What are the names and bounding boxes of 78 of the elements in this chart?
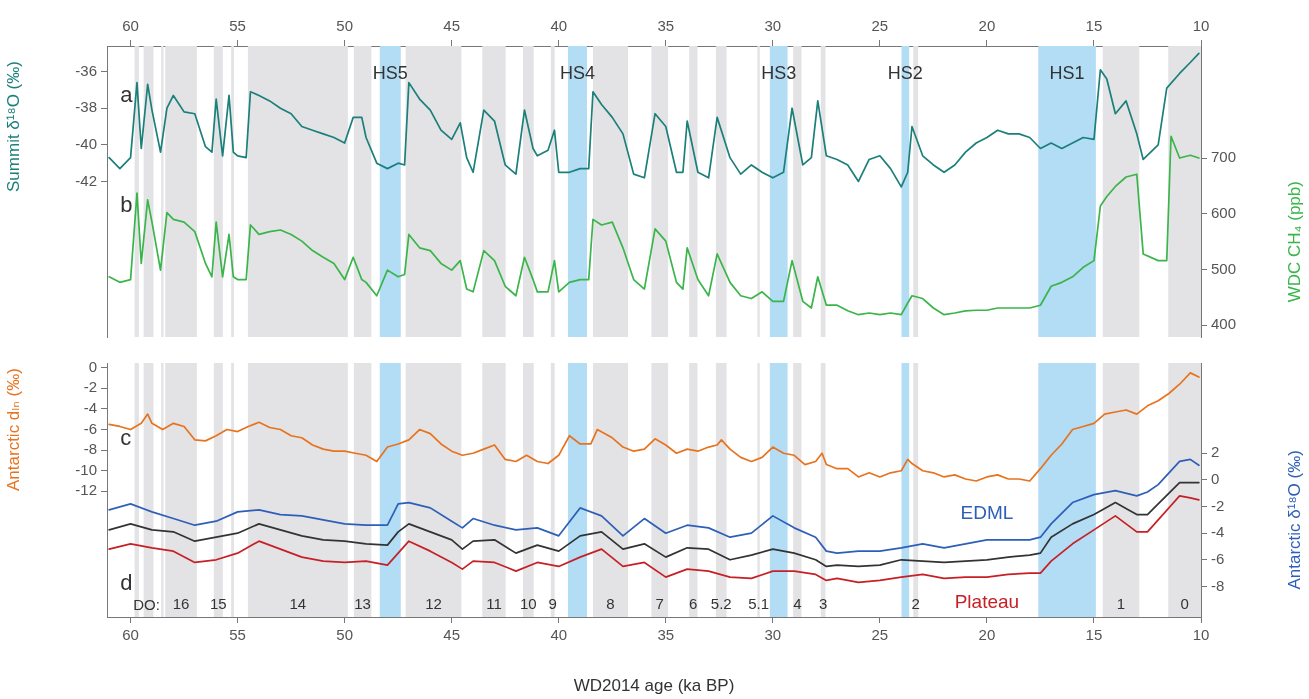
x2-tick-label: 20 xyxy=(978,17,996,35)
x2-tick-label: 55 xyxy=(229,17,246,35)
y2-tick-label: -4 xyxy=(1211,523,1225,541)
y-tick-label: 0 xyxy=(88,357,97,375)
x-tick-label: 25 xyxy=(871,626,889,644)
annotation: d xyxy=(120,570,133,596)
band-label: 5.1 xyxy=(748,595,770,613)
annotation: a xyxy=(120,81,134,107)
band-label: HS1 xyxy=(1049,62,1085,83)
band-label: 8 xyxy=(606,595,615,613)
band-label: 12 xyxy=(425,595,442,613)
band-label: 2 xyxy=(911,595,920,613)
x-axis-title: WD2014 age (ka BP) xyxy=(573,676,735,696)
band-label: 6 xyxy=(689,595,698,613)
x-tick-label: 15 xyxy=(1085,626,1103,644)
y-tick-label: -12 xyxy=(75,481,97,499)
y2-tick-label: -2 xyxy=(1211,496,1225,514)
band-label: 11 xyxy=(486,595,502,613)
y2-tick-label: 500 xyxy=(1211,259,1237,277)
x-tick-label: 55 xyxy=(229,626,246,644)
y2-tick-label: 600 xyxy=(1211,203,1237,221)
band-label: 7 xyxy=(655,595,664,613)
band-label: HS2 xyxy=(887,62,923,83)
y-tick-label: -10 xyxy=(75,460,97,478)
band-label: 3 xyxy=(818,595,828,613)
annotation: DO: xyxy=(133,595,160,613)
y-tick-label: -42 xyxy=(75,171,97,189)
y-tick-label: -8 xyxy=(83,440,97,458)
series-label: Plateau xyxy=(954,591,1020,613)
band-label: 1 xyxy=(1116,595,1126,613)
y-axis-title: Summit δ¹⁸O (‰) xyxy=(3,61,23,192)
band-label: 0 xyxy=(1180,595,1189,613)
x2-tick-label: 10 xyxy=(1192,17,1210,35)
band-label: 9 xyxy=(548,595,557,613)
annotation: c xyxy=(120,425,132,451)
x-tick-label: 20 xyxy=(978,626,996,644)
x2-tick-label: 40 xyxy=(550,17,568,35)
band-label: HS4 xyxy=(559,62,595,83)
band-label: 15 xyxy=(209,595,227,613)
x2-tick-label: 15 xyxy=(1085,17,1103,35)
y2-axis-title: WDC CH₄ (ppb) xyxy=(1284,181,1304,303)
band-label: HS3 xyxy=(761,62,797,83)
y-tick-label: -2 xyxy=(83,378,97,396)
x-tick-label: 50 xyxy=(336,626,353,644)
band-label: 10 xyxy=(519,595,537,613)
band-label: HS5 xyxy=(372,62,408,83)
x-tick-label: 10 xyxy=(1192,626,1210,644)
y2-tick-label: 700 xyxy=(1211,148,1237,166)
band-label: 5.2 xyxy=(710,595,732,613)
band-label: 14 xyxy=(289,595,307,613)
x-tick-label: 40 xyxy=(550,626,568,644)
band-label: 16 xyxy=(172,595,190,613)
annotation: b xyxy=(120,192,133,218)
y2-axis-title: Antarctic δ¹⁸O (‰) xyxy=(1284,450,1304,590)
y2-tick-label: 400 xyxy=(1211,315,1237,333)
y-tick-label: -6 xyxy=(83,419,97,437)
series-label: EDML xyxy=(960,502,1014,524)
x-tick-label: 60 xyxy=(122,626,139,644)
y2-tick-label: 2 xyxy=(1211,443,1220,461)
y-tick-label: -38 xyxy=(75,98,97,116)
x2-tick-label: 60 xyxy=(122,17,139,35)
x2-tick-label: 35 xyxy=(657,17,675,35)
y2-tick-label: -6 xyxy=(1211,549,1225,567)
y-tick-label: -40 xyxy=(75,134,97,152)
x-tick-label: 45 xyxy=(443,626,461,644)
x2-tick-label: 30 xyxy=(764,17,782,35)
x-tick-label: 35 xyxy=(657,626,675,644)
x-tick-label: 30 xyxy=(764,626,782,644)
x2-tick-label: 25 xyxy=(871,17,889,35)
y2-tick-label: -8 xyxy=(1211,576,1225,594)
x2-tick-label: 50 xyxy=(336,17,353,35)
y-tick-label: -4 xyxy=(83,399,97,417)
x2-tick-label: 45 xyxy=(443,17,461,35)
band-label: 13 xyxy=(354,595,371,613)
y-tick-label: -36 xyxy=(75,61,97,79)
y-axis-title: Antarctic dₗₙ (‰) xyxy=(3,368,23,492)
band-label: 4 xyxy=(793,595,802,613)
y2-tick-label: 0 xyxy=(1211,470,1220,488)
